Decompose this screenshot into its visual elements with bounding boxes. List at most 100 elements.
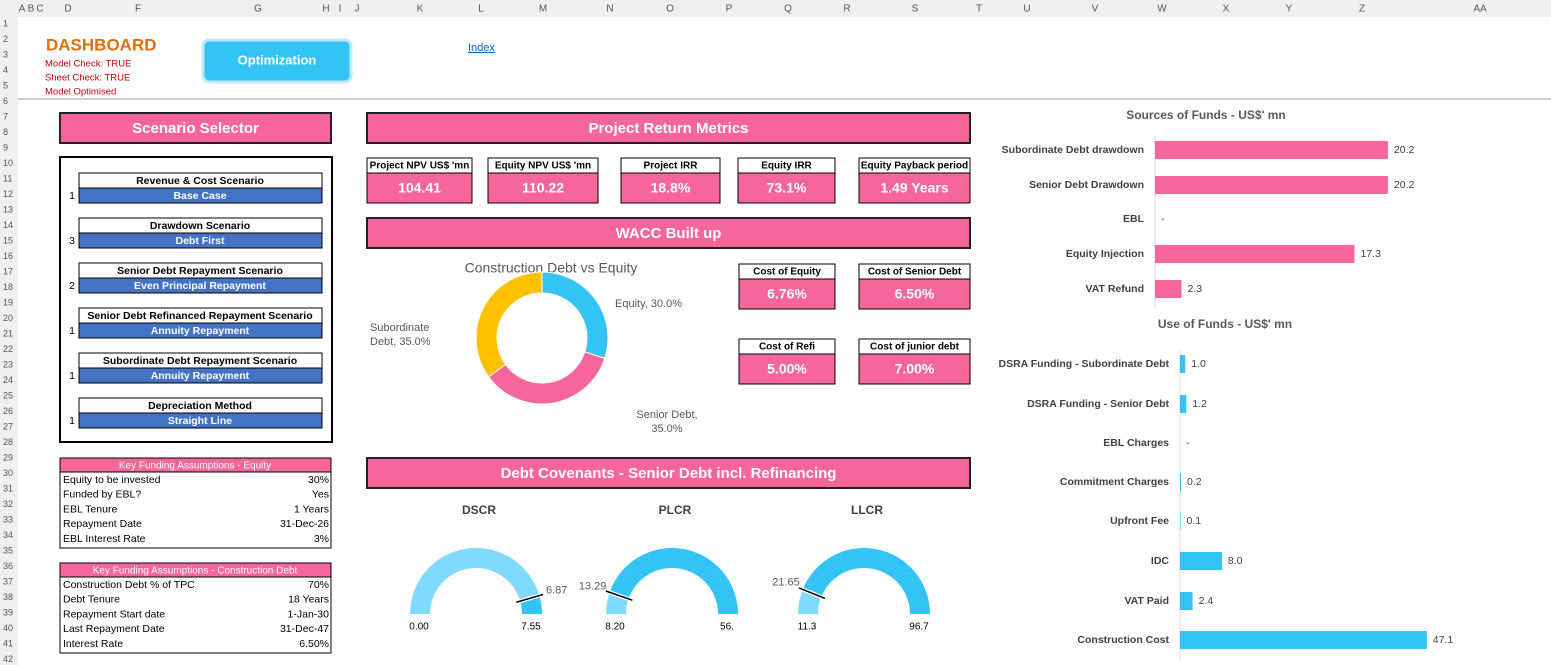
index-link[interactable]: Index: [468, 42, 495, 54]
table-label: Last Repayment Date: [63, 623, 165, 635]
category-label: VAT Paid: [1124, 595, 1169, 607]
category-label: DSRA Funding - Subordinate Debt: [998, 358, 1169, 370]
scenario-header-text: Scenario Selector: [132, 120, 259, 137]
scenario-value-box[interactable]: [78, 277, 323, 294]
column-header: K: [417, 4, 424, 15]
bar-value-label: 1.2: [1192, 398, 1207, 410]
row-header: 20: [3, 313, 13, 323]
gauge-remainder: [609, 548, 738, 614]
category-label: Subordinate Debt drawdown: [1002, 144, 1144, 156]
donut-label: Subordinate Debt, 35.0%: [370, 322, 431, 348]
bar: [1180, 473, 1182, 491]
scenario-value: Annuity Repayment: [151, 370, 250, 382]
gauge-remainder: [802, 548, 930, 614]
row-header: 8: [3, 127, 8, 137]
table-label: Interest Rate: [63, 638, 123, 650]
gauge-needle: [605, 590, 633, 601]
category-label: Commitment Charges: [1060, 476, 1169, 488]
column-header-bar: [0, 0, 1551, 17]
scenario-value-box[interactable]: [78, 322, 323, 339]
row-header: 11: [3, 173, 12, 183]
row-header: 2: [3, 34, 8, 44]
column-header: AA: [1473, 4, 1487, 15]
column-header: N: [606, 4, 613, 15]
gauge-tick-label: 96.7: [909, 622, 929, 633]
row-header: 1: [3, 18, 8, 28]
column-header: F: [135, 4, 141, 15]
scenario-number: 1: [69, 325, 75, 337]
column-header: D: [64, 4, 71, 15]
scenario-value: Debt First: [175, 235, 225, 247]
row-header: 25: [3, 390, 13, 400]
metric-value-box: [858, 172, 971, 204]
metric-label: Equity IRR: [761, 161, 812, 172]
table-title: Key Funding Assumptions - Construction D…: [93, 566, 298, 577]
chart-title: Use of Funds - US$' mn: [1158, 317, 1292, 331]
bar-value-label: 0.2: [1187, 476, 1202, 488]
scenario-value-box[interactable]: [78, 367, 323, 384]
metric-value-box: [738, 278, 836, 310]
metric-value-box: [858, 353, 971, 385]
metric-label: Cost of junior debt: [870, 342, 960, 353]
row-header: 6: [3, 96, 8, 106]
table-label: Debt Tenure: [63, 594, 120, 606]
row-header: 21: [3, 328, 13, 338]
table-label: Repayment Date: [63, 518, 142, 530]
table-value: 31-Dec-47: [280, 623, 329, 635]
row-header: 18: [3, 282, 13, 292]
gauge-needle: [798, 587, 826, 600]
table-value: 3%: [314, 533, 329, 545]
row-header: 34: [3, 530, 13, 540]
column-header: G: [254, 4, 262, 15]
column-header: V: [1092, 4, 1099, 15]
bar-value-label: 1.0: [1191, 358, 1206, 370]
bar: [1180, 592, 1193, 610]
row-header: 15: [3, 235, 13, 245]
row-header: 42: [3, 654, 13, 664]
column-header: I: [339, 4, 342, 15]
row-header: 9: [3, 142, 8, 152]
row-header: 40: [3, 623, 13, 633]
table-value: 1-Jan-30: [288, 608, 330, 620]
bar: [1180, 355, 1186, 373]
row-header: 27: [3, 421, 13, 431]
table-label: Construction Debt % of TPC: [63, 579, 195, 591]
row-header: 36: [3, 561, 13, 571]
category-label: Equity Injection: [1066, 248, 1144, 260]
scenario-value-box[interactable]: [78, 412, 323, 429]
bar-value-label: 2.3: [1188, 283, 1203, 295]
row-header: 37: [3, 576, 13, 586]
metric-value: 5.00%: [767, 361, 807, 377]
row-header: 10: [3, 158, 13, 168]
bar-value-label: 2.4: [1199, 595, 1214, 607]
metric-value-box: [858, 278, 971, 310]
row-header: 23: [3, 359, 13, 369]
donut-label: Senior Debt, 35.0%: [636, 409, 698, 435]
table-value: Yes: [312, 489, 329, 501]
donut-slice: [475, 271, 543, 378]
scenario-value-box[interactable]: [78, 187, 323, 204]
category-label: IDC: [1151, 555, 1170, 567]
category-label: EBL Charges: [1103, 437, 1169, 449]
metric-value: 6.50%: [895, 286, 935, 302]
row-header: 5: [3, 80, 8, 90]
gauge-value-label: 6.87: [546, 584, 567, 596]
scenario-value-box[interactable]: [78, 232, 323, 249]
row-header: 38: [3, 592, 13, 602]
metrics-header: [366, 112, 971, 144]
optimization-button[interactable]: [201, 38, 353, 84]
scenario-value: Even Principal Repayment: [134, 280, 266, 292]
scenario-value: Straight Line: [168, 415, 232, 427]
gauge-fill: [410, 548, 540, 614]
bar-value-label: 8.0: [1228, 555, 1243, 567]
scenario-number: 2: [69, 280, 75, 292]
bar-value-label: 0.1: [1187, 515, 1202, 527]
chart-title: Sources of Funds - US$' mn: [1126, 108, 1286, 122]
model-check: Sheet Check: TRUE: [45, 73, 130, 84]
metric-label: Cost of Equity: [753, 267, 821, 278]
table-label: Equity to be invested: [63, 474, 161, 486]
column-header: C: [36, 4, 43, 15]
scenario-label: Subordinate Debt Repayment Scenario: [103, 355, 297, 367]
gauge-needle: [516, 593, 544, 603]
